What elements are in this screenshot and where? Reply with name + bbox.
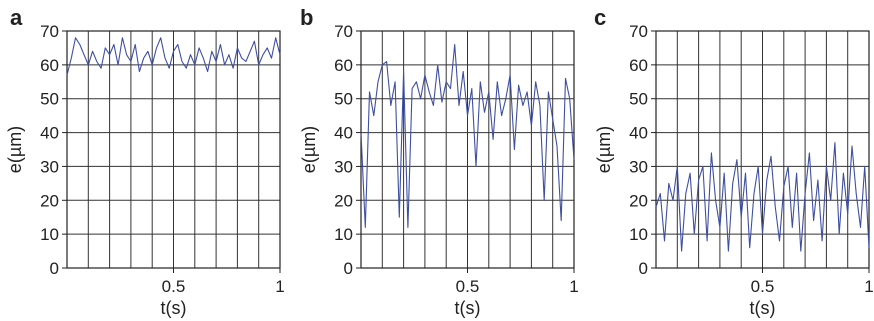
y-tick-label: 60 — [334, 56, 353, 75]
y-tick-label: 70 — [629, 22, 648, 41]
y-tick-label: 50 — [629, 90, 648, 109]
y-tick-label: 10 — [629, 225, 648, 244]
y-tick-label: 20 — [629, 191, 648, 210]
y-tick-label: 30 — [629, 157, 648, 176]
series-line — [655, 142, 870, 252]
x-tick-label: 0.5 — [751, 277, 775, 296]
y-tick-label: 10 — [334, 225, 353, 244]
chart-panel-c: 0 10 20 30 40 50 60 70 0.5 1 t(s) e(µm) c — [594, 5, 874, 318]
y-tick-label: 20 — [40, 191, 59, 210]
y-axis-label: e(µm) — [5, 126, 25, 173]
y-tick-label: 30 — [40, 157, 59, 176]
y-tick-label: 40 — [334, 124, 353, 143]
y-tick-label: 60 — [629, 56, 648, 75]
x-tick-label: 1 — [275, 277, 284, 296]
y-tick-label: 40 — [629, 124, 648, 143]
y-tick-label: 10 — [40, 225, 59, 244]
y-tick-label: 40 — [40, 124, 59, 143]
x-tick-label: 1 — [864, 277, 873, 296]
chart-panel-a: 0 10 20 30 40 50 60 70 0.5 1 t(s) e(µm) a — [5, 5, 285, 318]
y-tick-label: 50 — [40, 90, 59, 109]
y-axis-label: e(µm) — [299, 126, 319, 173]
y-tick-label: 0 — [344, 259, 353, 278]
x-axis-label: t(s) — [455, 298, 481, 318]
panel-label: c — [594, 5, 606, 30]
series-line — [66, 37, 281, 76]
y-tick-label: 70 — [40, 22, 59, 41]
y-tick-label: 0 — [50, 259, 59, 278]
y-tick-label: 30 — [334, 157, 353, 176]
chart-panel-b: 0 10 20 30 40 50 60 70 0.5 1 t(s) e(µm) b — [299, 5, 579, 318]
panel-label: a — [10, 5, 23, 30]
y-tick-label: 50 — [334, 90, 353, 109]
x-tick-label: 0.5 — [456, 277, 480, 296]
y-tick-label: 70 — [334, 22, 353, 41]
series-line — [360, 43, 575, 228]
x-tick-label: 0.5 — [162, 277, 186, 296]
panel-label: b — [300, 5, 313, 30]
y-tick-label: 0 — [639, 259, 648, 278]
x-tick-label: 1 — [569, 277, 578, 296]
y-tick-label: 60 — [40, 56, 59, 75]
x-axis-label: t(s) — [750, 298, 776, 318]
x-axis-label: t(s) — [161, 298, 187, 318]
y-axis-label: e(µm) — [594, 126, 614, 173]
y-tick-label: 20 — [334, 191, 353, 210]
